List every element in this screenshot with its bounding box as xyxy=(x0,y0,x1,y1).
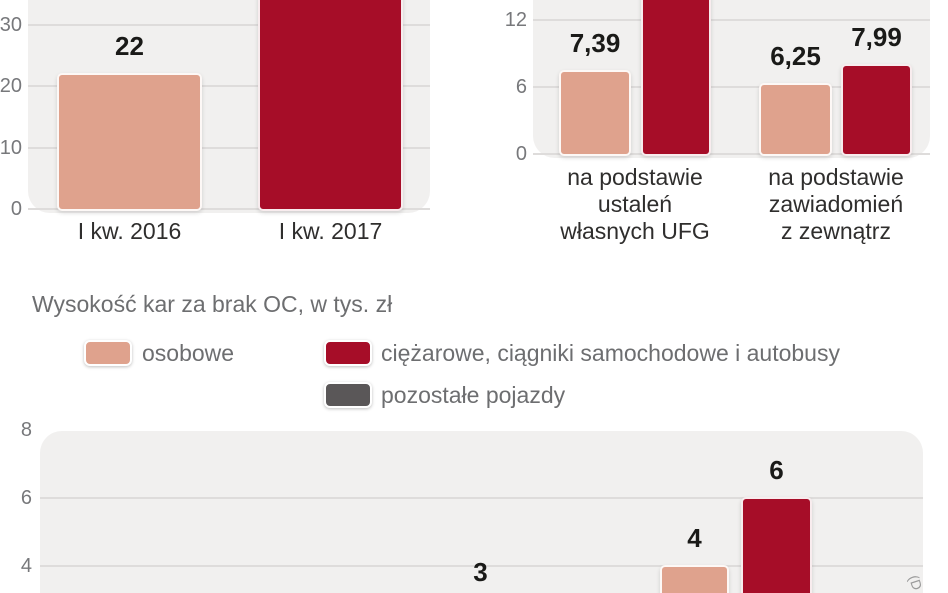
x-category-line: zawiadomień xyxy=(768,191,904,217)
bar-ufg xyxy=(559,70,631,156)
x-category-label: I kw. 2016 xyxy=(77,218,182,244)
bar-kary xyxy=(660,565,729,593)
bar-value-label: 22 xyxy=(115,31,144,61)
bar-value-label: 6,25 xyxy=(770,41,821,71)
x-category-label: na podstawie zawiadomień z zewnątrz xyxy=(716,164,948,245)
x-category-label: na podstawie ustaleń własnych UFG xyxy=(515,164,755,245)
bar-q1 xyxy=(258,0,403,211)
gridline xyxy=(533,86,930,88)
gridline xyxy=(28,208,430,210)
legend-swatch-ciezarowe xyxy=(324,340,372,366)
y-tick-label: 10 xyxy=(0,137,22,159)
y-tick-label: 6 xyxy=(20,487,32,509)
chart-title: Wysokość kar za brak OC, w tys. zł xyxy=(32,291,393,317)
y-tick-label: 8 xyxy=(20,419,32,441)
x-category-line: z zewnątrz xyxy=(781,218,891,244)
bar-value-label: 6 xyxy=(769,455,784,485)
legend-label-pozostale: pozostałe pojazdy xyxy=(381,382,566,408)
x-category-line: na podstawie xyxy=(567,164,703,190)
legend-swatch-osobowe xyxy=(84,340,132,366)
y-tick-label: 20 xyxy=(0,75,22,97)
gridline xyxy=(28,147,430,149)
bar-ufg xyxy=(641,0,711,156)
x-category-line: ustaleń xyxy=(597,191,673,217)
bar-value-label: 3 xyxy=(473,557,488,587)
x-category-label: I kw. 2017 xyxy=(278,218,383,244)
bar-value-label: 4 xyxy=(687,523,702,553)
gridline xyxy=(28,24,430,26)
y-tick-label: 12 xyxy=(504,9,527,31)
x-category-line: na podstawie xyxy=(768,164,904,190)
legend-label-ciezarowe: ciężarowe, ciągniki samochodowe i autobu… xyxy=(381,340,840,366)
bar-value-label: 7,39 xyxy=(569,28,621,58)
legend-swatch-pozostale xyxy=(324,382,372,408)
gridline xyxy=(28,85,430,87)
legend-label-osobowe: osobowe xyxy=(142,340,235,366)
bar-ufg xyxy=(759,83,832,156)
bar-value-label: 7,99 xyxy=(851,22,902,52)
bar-q1 xyxy=(57,73,202,211)
gridline xyxy=(40,497,923,499)
y-tick-label: 4 xyxy=(20,555,32,577)
y-tick-label: 0 xyxy=(515,143,527,165)
bar-ufg xyxy=(841,64,912,156)
gridline xyxy=(40,565,923,567)
y-tick-label: 30 xyxy=(0,14,22,36)
y-tick-label: 6 xyxy=(515,76,527,98)
bar-kary xyxy=(741,497,812,593)
gridline xyxy=(533,153,930,155)
x-category-line: własnych UFG xyxy=(560,218,710,244)
y-tick-label: 0 xyxy=(10,198,22,220)
gridline xyxy=(533,19,930,21)
